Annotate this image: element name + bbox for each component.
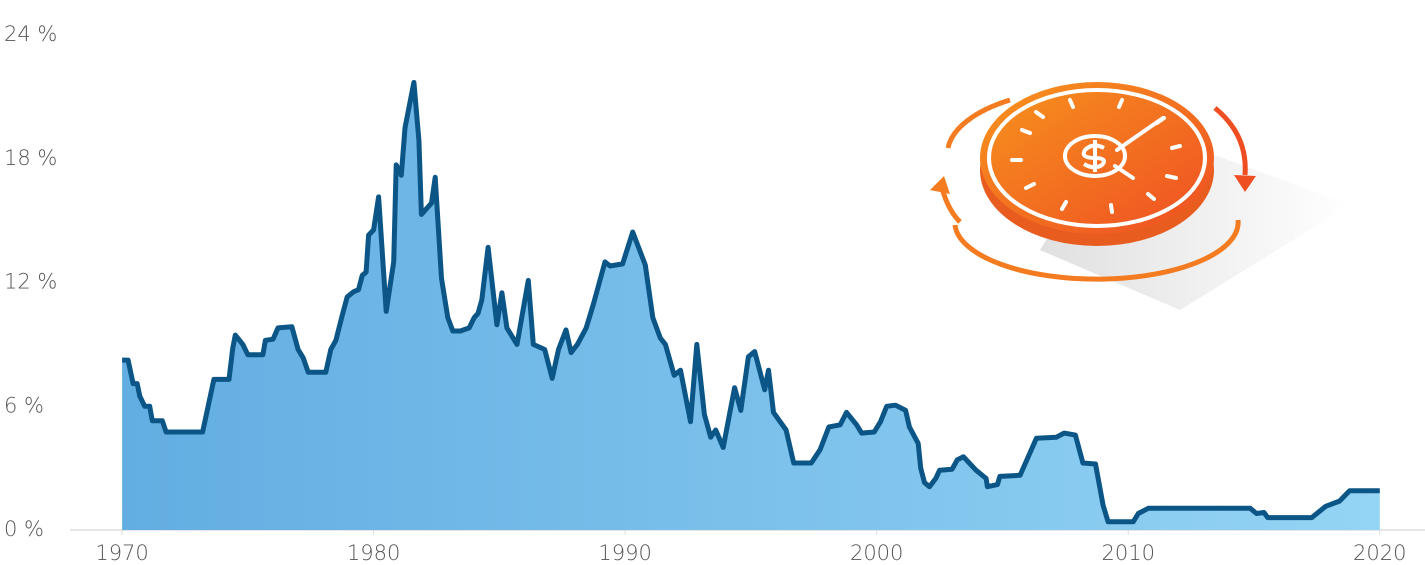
clock-icon xyxy=(930,82,1350,310)
y-tick-label: 12 % xyxy=(4,270,57,294)
x-tick-label: 2010 xyxy=(1101,541,1154,565)
x-tick-label: 1970 xyxy=(95,541,148,565)
x-tick-label: 1990 xyxy=(598,541,651,565)
chart: 0 % 6 % 12 % 18 % 24 % 1970 1980 1990 2000 2010 20… xyxy=(0,0,1425,565)
y-tick-label: 18 % xyxy=(4,146,57,170)
x-tick-label: 1980 xyxy=(347,541,400,565)
y-tick-label: 24 % xyxy=(4,22,57,46)
x-tick-label: 2000 xyxy=(850,541,903,565)
y-tick-label: 6 % xyxy=(4,393,44,417)
page: 0 % 6 % 12 % 18 % 24 % 1970 1980 1990 2000 2010 20… xyxy=(0,0,1425,565)
x-tick-label: 2020 xyxy=(1353,541,1406,565)
y-tick-label: 0 % xyxy=(4,517,44,541)
